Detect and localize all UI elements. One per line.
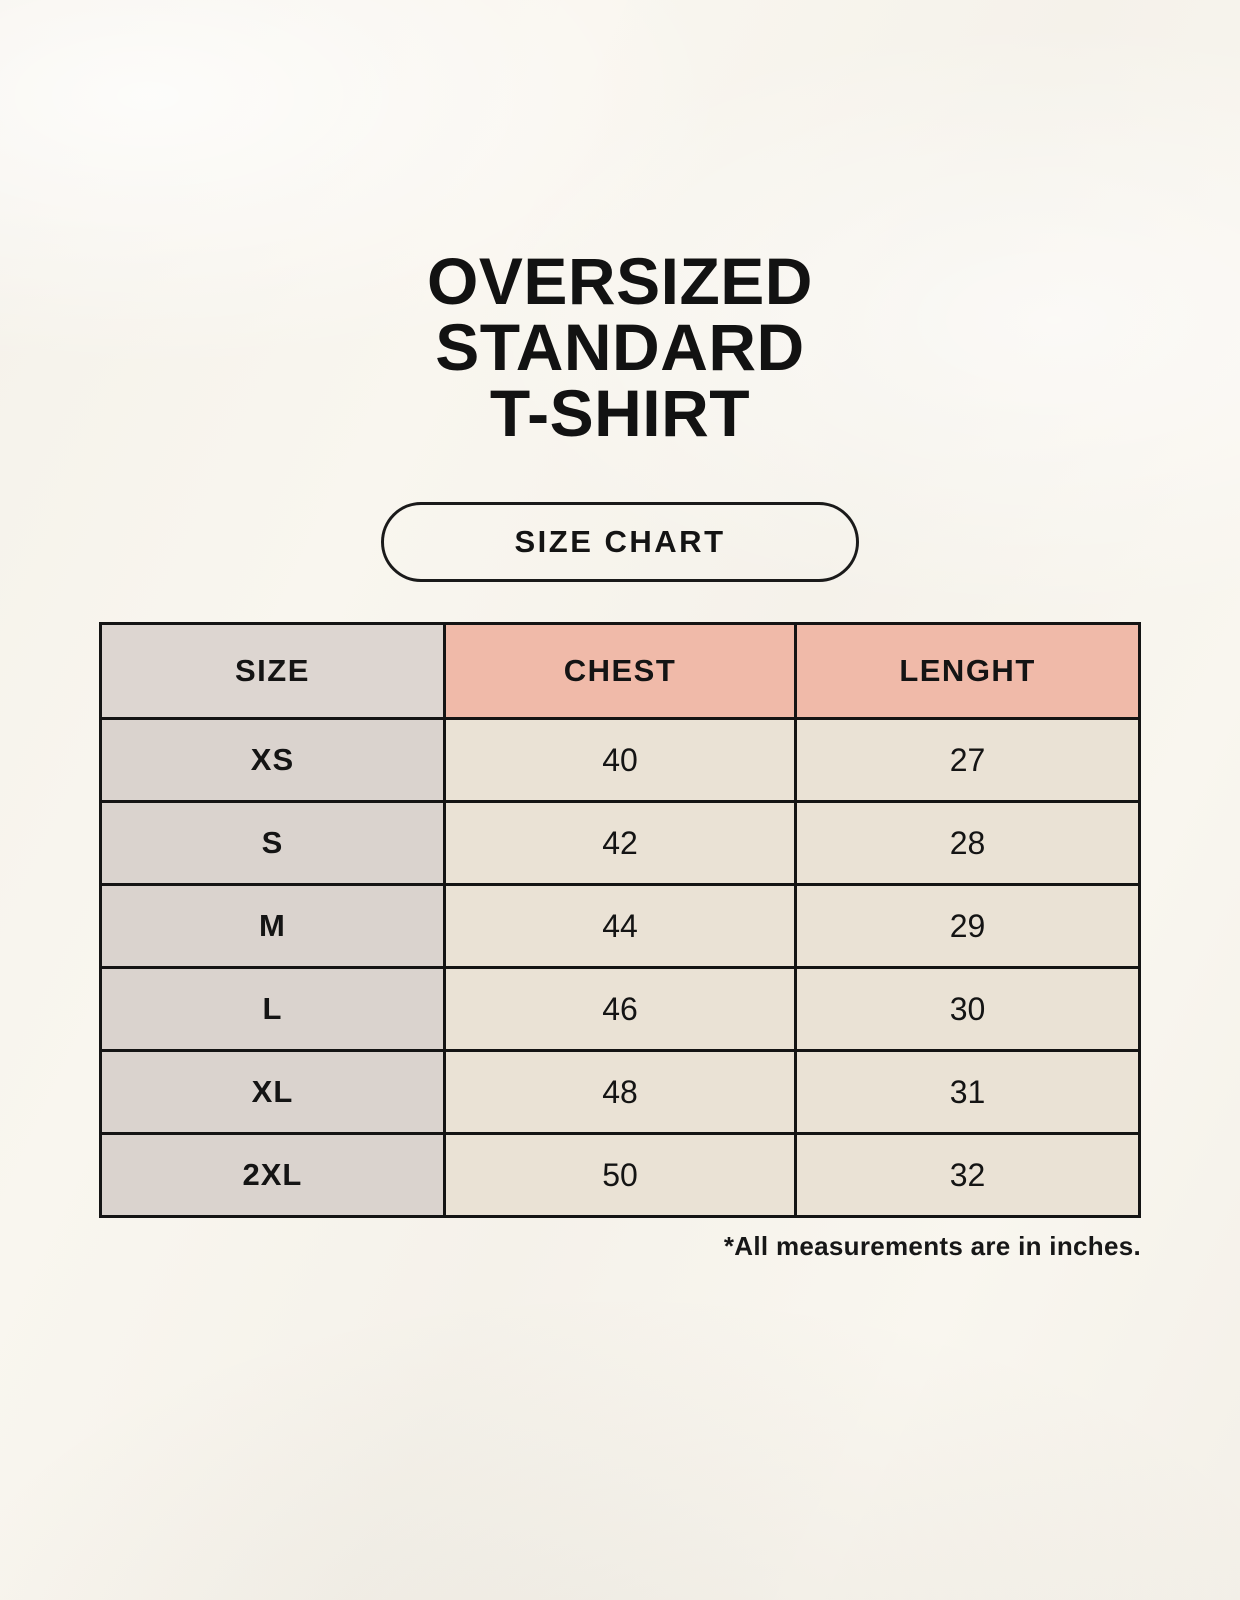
length-value-l: 30 <box>794 966 1141 1052</box>
column-header-size: SIZE <box>99 622 446 720</box>
table-row: L 46 30 <box>99 966 1141 1052</box>
page-title: OVERSIZED STANDARD T-SHIRT <box>427 248 813 446</box>
chest-value-s: 42 <box>442 800 798 886</box>
table-row: S 42 28 <box>99 800 1141 886</box>
page-title-line-2: STANDARD <box>435 310 805 384</box>
size-chart-pill: SIZE CHART <box>381 502 859 582</box>
table-row: 2XL 50 32 <box>99 1132 1141 1218</box>
size-label-xl: XL <box>99 1049 446 1135</box>
size-label-m: M <box>99 883 446 969</box>
length-value-xs: 27 <box>794 717 1141 803</box>
chest-value-xl: 48 <box>442 1049 798 1135</box>
chest-value-xs: 40 <box>442 717 798 803</box>
measurements-footnote: *All measurements are in inches. <box>723 1231 1141 1261</box>
page-title-line-1: OVERSIZED <box>427 244 813 318</box>
length-value-xl: 31 <box>794 1049 1141 1135</box>
size-label-xs: XS <box>99 717 446 803</box>
table-row: XS 40 27 <box>99 717 1141 803</box>
chest-value-2xl: 50 <box>442 1132 798 1218</box>
column-header-length: LENGHT <box>794 622 1141 720</box>
table-header-row: SIZE CHEST LENGHT <box>99 622 1141 720</box>
length-value-s: 28 <box>794 800 1141 886</box>
page-title-line-3: T-SHIRT <box>489 376 751 450</box>
length-value-m: 29 <box>794 883 1141 969</box>
size-label-s: S <box>99 800 446 886</box>
size-label-l: L <box>99 966 446 1052</box>
chest-value-m: 44 <box>442 883 798 969</box>
column-header-chest: CHEST <box>442 622 798 720</box>
chest-value-l: 46 <box>442 966 798 1052</box>
table-row: XL 48 31 <box>99 1049 1141 1135</box>
size-label-2xl: 2XL <box>99 1132 446 1218</box>
size-chart-pill-label: SIZE CHART <box>514 524 726 559</box>
size-chart-table: SIZE CHEST LENGHT XS 40 27 S 42 28 M <box>99 622 1141 1218</box>
length-value-2xl: 32 <box>794 1132 1141 1218</box>
table-row: M 44 29 <box>99 883 1141 969</box>
size-chart-table-container: SIZE CHEST LENGHT XS 40 27 S 42 28 M <box>99 622 1141 1262</box>
